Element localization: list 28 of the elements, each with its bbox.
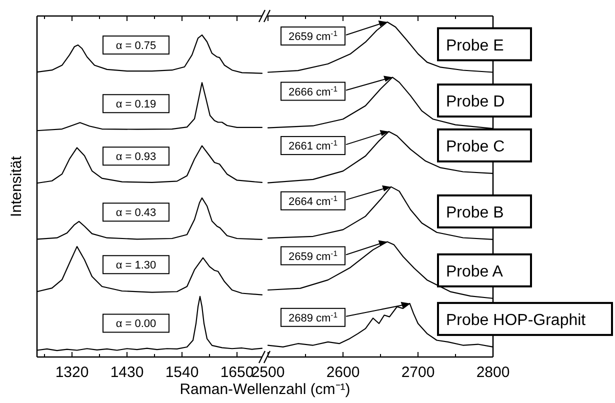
x-axis-title: Raman-Wellenzahl (cm⁻¹) [180, 381, 350, 398]
x-tick-label: 1430 [110, 364, 144, 381]
series-label: Probe C [446, 138, 505, 156]
annotation: α = 0.19 [116, 98, 156, 111]
annotation: α = 0.75 [116, 40, 156, 52]
x-tick-label: 2500 [251, 364, 285, 381]
annotation: 2689 cm$^{-1}$ [288, 310, 338, 324]
x-tick-label: 1320 [55, 364, 89, 381]
x-tick-label: 2700 [401, 364, 435, 381]
series-label: Probe B [446, 204, 504, 222]
annotation: 2659 cm$^{-1}$ [288, 248, 338, 263]
legend-label: Probe E [446, 37, 504, 54]
annotation: α = 1.30 [116, 260, 156, 272]
x-tick-label: 1540 [165, 364, 199, 381]
x-tick-label: 2600 [326, 364, 360, 381]
series-label: Probe A [446, 263, 504, 280]
annotation: 2664 cm$^{-1}$ [288, 193, 338, 208]
annotation: α = 0.93 [116, 151, 156, 164]
series-label: Probe HOP-Graphit [446, 312, 586, 329]
x-tick-label: 2800 [476, 364, 510, 381]
annotation: 2659 cm$^{-1}$ [288, 28, 338, 43]
y-axis-title: Intensität [8, 155, 25, 217]
annotation: 2661 cm$^{-1}$ [288, 138, 338, 153]
annotation: α = 0.00 [116, 318, 156, 330]
x-tick-label: 1650 [220, 364, 254, 381]
annotation: 2666 cm$^{-1}$ [288, 84, 338, 98]
annotation: α = 0.43 [116, 207, 156, 220]
series-label: Probe D [446, 94, 505, 111]
